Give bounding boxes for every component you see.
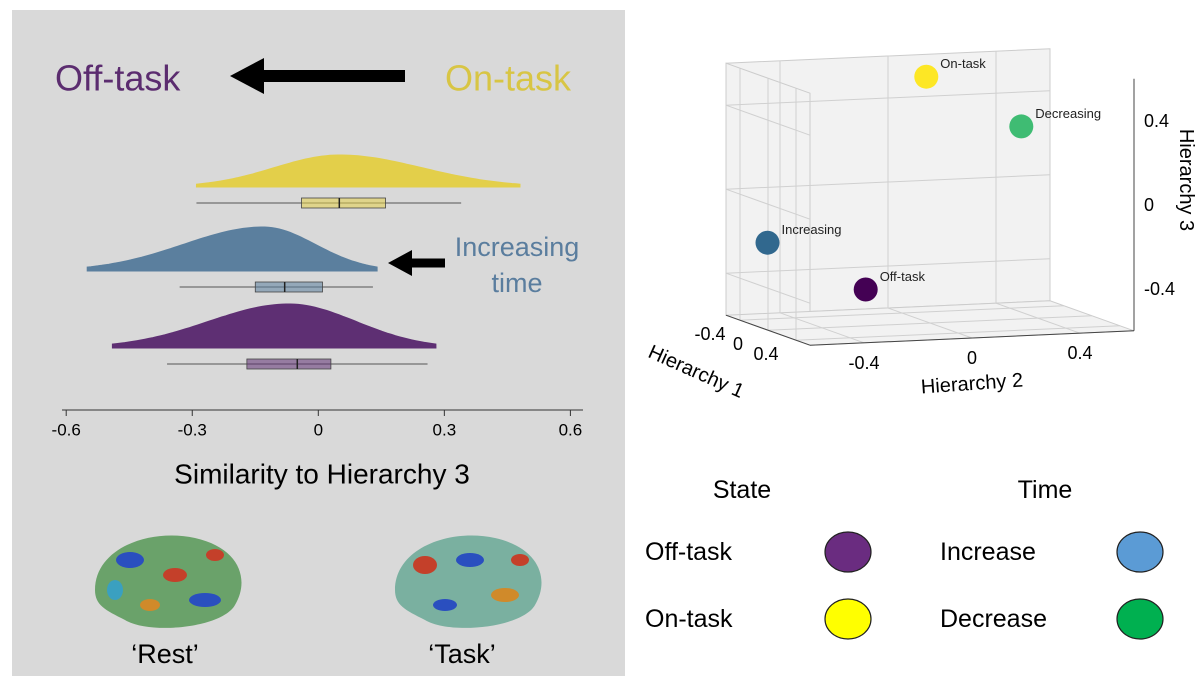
grid-line [725, 104, 811, 136]
x-tick-label: 0.4 [753, 344, 778, 364]
brain-task [395, 535, 542, 628]
point-label: On-task [940, 56, 986, 71]
cloud [86, 226, 378, 272]
small-arrow [388, 250, 445, 276]
legend-label: Decrease [940, 605, 1047, 633]
point [1009, 114, 1034, 139]
x-axis-label: Hierarchy 1 [645, 341, 747, 403]
grid-line [725, 272, 811, 304]
annotation: On-task [445, 58, 572, 99]
cloud [111, 303, 437, 349]
x-tick-label: 0 [733, 334, 743, 354]
brain-rest [95, 535, 242, 628]
legend-swatch [824, 598, 872, 640]
grid-line [779, 312, 865, 344]
grid-line [725, 188, 811, 220]
x-tick-label: -0.6 [52, 421, 81, 440]
legend-label: On-task [645, 605, 733, 633]
grid-line [887, 307, 973, 339]
axis-line [725, 314, 811, 346]
point-label: Increasing [782, 222, 842, 237]
z-tick-label: -0.4 [1144, 279, 1175, 299]
point-label: Off-task [880, 269, 926, 284]
x-tick-label: -0.3 [178, 421, 207, 440]
box [254, 281, 323, 293]
legend-title: State [713, 476, 771, 504]
annotation: Increasing [455, 232, 580, 262]
panel-label: ‘Task’ [428, 639, 496, 669]
y-tick-label: 0 [967, 348, 977, 368]
grid-line [725, 174, 1051, 190]
z-axis-label: Hierarchy 3 [1175, 129, 1197, 231]
y-tick-label: 0.4 [1067, 343, 1092, 363]
x-tick-label: 0.6 [559, 421, 583, 440]
box [246, 358, 332, 370]
big-arrow [230, 58, 405, 94]
y-axis-label: Hierarchy 2 [920, 369, 1024, 398]
axis-line [809, 330, 1135, 346]
legend-swatch [824, 531, 872, 573]
legend-label: Increase [940, 538, 1036, 566]
grid-line [725, 90, 1051, 106]
grid-line [725, 258, 1051, 274]
box [301, 197, 386, 209]
legend-swatch [1116, 598, 1164, 640]
panel-label: ‘Rest’ [131, 639, 199, 669]
point [755, 230, 780, 255]
point [853, 277, 878, 302]
legend-swatch [1116, 531, 1164, 573]
annotation: Off-task [55, 58, 181, 99]
cloud [195, 154, 521, 188]
x-tick-label: 0 [314, 421, 323, 440]
x-tick-label: -0.4 [694, 324, 725, 344]
annotation: time [491, 268, 542, 298]
legend-label: Off-task [645, 538, 733, 566]
z-tick-label: 0.4 [1144, 111, 1169, 131]
x-axis-label: Similarity to Hierarchy 3 [174, 459, 470, 490]
legend-title: Time [1018, 476, 1073, 504]
y-tick-label: -0.4 [848, 353, 879, 373]
z-tick-label: 0 [1144, 195, 1154, 215]
point [914, 64, 939, 89]
point-label: Decreasing [1035, 106, 1101, 121]
x-tick-label: 0.3 [433, 421, 457, 440]
grid-line [995, 302, 1081, 334]
